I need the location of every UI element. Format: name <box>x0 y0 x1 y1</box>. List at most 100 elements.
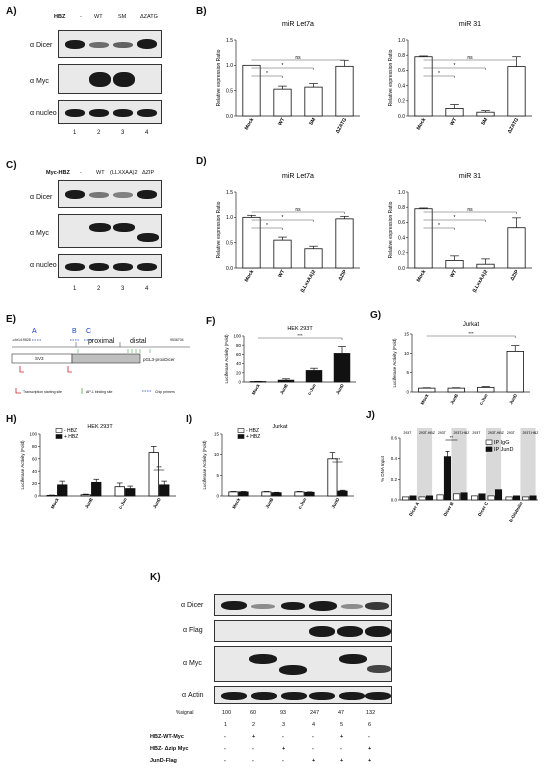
condition-shade <box>451 428 467 500</box>
bar <box>471 495 479 501</box>
y-tick-label: 0.4 <box>391 456 398 461</box>
x-tick-label: c-Jun <box>307 383 317 396</box>
chart-title: miR Let7a <box>282 21 314 28</box>
bar <box>522 496 530 501</box>
x-tick-label: Mock <box>251 383 261 396</box>
lane-label: WT <box>94 14 103 20</box>
condition-shade <box>485 428 502 500</box>
chart-title: HEK 293T <box>87 424 113 430</box>
blot-nucleo-c <box>58 254 162 278</box>
signal-value: 132 <box>366 710 376 716</box>
condition-mark: - <box>224 746 226 752</box>
y-tick-label: 0.0 <box>398 114 405 120</box>
bar <box>114 486 125 497</box>
condition-mark: + <box>312 758 316 764</box>
blot-myc-a <box>58 64 162 94</box>
y-axis-label: Relative expression Ratio <box>216 201 222 258</box>
condition-mark: + <box>340 734 344 740</box>
blot-row-label: α Actin <box>182 692 204 699</box>
legend-swatch <box>485 439 493 445</box>
signal-value: 93 <box>280 710 287 716</box>
blot-row-label: α nucleo <box>30 110 57 117</box>
blot-myc-k <box>214 646 392 682</box>
lane-number: 4 <box>145 130 149 136</box>
site-b-label: B <box>72 328 77 335</box>
lane-number: 3 <box>121 130 125 136</box>
x-tick-label: Dicer C <box>477 500 490 517</box>
condition-mark: + <box>368 758 372 764</box>
y-tick-label: 0.5 <box>226 88 233 94</box>
legend-swatch <box>55 434 63 439</box>
chart-title: miR Let7a <box>282 173 314 180</box>
x-tick-label: WT <box>449 117 458 127</box>
x-tick-label: Mock <box>244 269 256 283</box>
significance-label: * <box>266 223 268 229</box>
bar <box>80 494 91 497</box>
bar <box>507 66 526 117</box>
bar <box>402 496 410 501</box>
x-tick-label: WT <box>449 269 458 279</box>
condition-name: HBZ-WT-Myc <box>150 734 184 740</box>
significance-label: * <box>438 223 440 229</box>
y-tick-label: 5 <box>216 473 219 478</box>
legend-ap1: AP-1 binding site <box>86 390 113 394</box>
x-tick-label: SM <box>480 117 489 126</box>
bar <box>337 490 348 497</box>
blot-row-label: α Dicer <box>30 42 53 49</box>
bar <box>418 387 436 393</box>
signal-label: %signal <box>176 710 194 716</box>
panel-label-g: G) <box>370 310 382 321</box>
bar <box>453 493 461 501</box>
significance-label: * <box>454 215 456 221</box>
panel-label-h: H) <box>6 414 17 425</box>
lane-number: 1 <box>73 286 77 292</box>
x-tick-label: JunD <box>335 382 345 395</box>
x-tick-label: ΔZIP <box>509 268 520 281</box>
chart-h-hek293t: HEK 293T 0 20 40 60 80 100 Luciferase Activity … <box>20 424 176 510</box>
blot-row-label: α Myc <box>30 78 49 85</box>
chart-title: miR 31 <box>459 21 481 28</box>
lane-number: 4 <box>312 722 316 728</box>
bar <box>228 491 239 497</box>
blot-row-label: α Dicer <box>30 194 53 201</box>
blot-dicer-k <box>214 594 392 616</box>
panel-label-d: D) <box>196 156 207 167</box>
y-axis-label: Relative expression Ratio <box>216 49 222 106</box>
blot-row-label: α Myc <box>183 660 202 667</box>
factor-label: Myc-HBZ <box>46 170 70 176</box>
y-tick-label: 0.4 <box>398 235 405 241</box>
condition-mark: - <box>224 758 226 764</box>
condition-shade <box>416 428 433 500</box>
x-tick-label: Mock <box>416 269 428 283</box>
bar <box>409 495 417 501</box>
bar <box>418 496 426 501</box>
bar <box>238 491 249 497</box>
blot-flag-k <box>214 620 392 642</box>
condition-shade <box>520 428 536 500</box>
significance-label: *** <box>335 457 341 462</box>
significance-label: ns <box>295 55 301 61</box>
condition-mark: + <box>282 746 286 752</box>
lane-label: WT <box>96 170 105 176</box>
panel-label-a: A) <box>6 6 17 17</box>
panel-label-c: C) <box>6 160 17 171</box>
x-tick-label: JunD <box>330 496 340 509</box>
legend-chip: Chip primers <box>155 390 175 394</box>
y-tick-label: 80 <box>236 343 242 348</box>
bar <box>436 494 444 501</box>
panel-label-e: E) <box>6 314 16 325</box>
bar <box>57 484 68 497</box>
lane-number: 3 <box>121 286 125 292</box>
condition-mark: + <box>252 734 256 740</box>
lane-number: 2 <box>252 722 256 728</box>
bar <box>445 108 464 117</box>
significance-label: * <box>266 71 268 77</box>
y-tick-label: 0.6 <box>391 436 398 441</box>
x-tick-label: JunD <box>152 496 162 509</box>
y-tick-label: 0.0 <box>391 498 398 503</box>
chart-title: HEK 293T <box>287 326 313 332</box>
signal-value: 60 <box>250 710 257 716</box>
bar <box>335 218 354 269</box>
region-proximal: proximal <box>88 338 115 345</box>
